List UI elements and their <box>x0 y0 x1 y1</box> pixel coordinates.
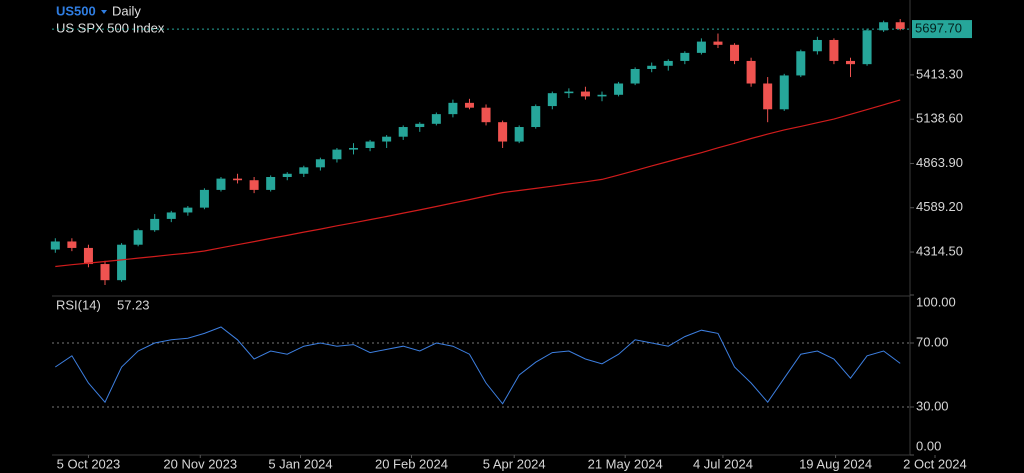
rsi-tick-label: 30.00 <box>916 398 949 413</box>
candle-body <box>680 52 690 61</box>
symbol-dropdown[interactable] <box>101 10 107 14</box>
candle-body <box>713 41 723 45</box>
candle-body <box>415 123 425 128</box>
candle-body <box>50 241 60 250</box>
candle-body <box>514 127 524 142</box>
x-tick-label: 5 Jan 2024 <box>268 456 332 471</box>
candle-body <box>266 177 276 190</box>
candle-body <box>67 241 77 248</box>
y-tick-label: 4589.20 <box>916 199 963 214</box>
candle-body <box>100 264 110 281</box>
rsi-tick-label: 0.00 <box>916 438 941 453</box>
candle-body <box>398 127 408 137</box>
symbol[interactable]: US500 <box>56 3 96 18</box>
candle-body <box>862 30 872 65</box>
y-tick-label: 5138.60 <box>916 111 963 126</box>
candle-body <box>879 22 889 31</box>
x-tick-label: 4 Jul 2024 <box>693 456 753 471</box>
candle-body <box>730 44 740 61</box>
x-tick-label: 21 May 2024 <box>588 456 663 471</box>
instrument-name: US SPX 500 Index <box>56 20 165 35</box>
rsi-name: RSI(14) <box>56 297 101 312</box>
candle-body <box>282 173 292 177</box>
x-tick-label: 5 Apr 2024 <box>483 456 546 471</box>
x-tick-label: 19 Aug 2024 <box>799 456 872 471</box>
candle-body <box>763 83 773 110</box>
candle-body <box>249 180 259 190</box>
candle-body <box>349 147 359 150</box>
candle-body <box>332 149 342 160</box>
y-tick-label: 4314.50 <box>916 243 963 258</box>
candle-body <box>647 65 657 69</box>
x-tick-label: 20 Feb 2024 <box>375 456 448 471</box>
candle-body <box>547 93 557 107</box>
y-tick-label: 4863.90 <box>916 155 963 170</box>
x-tick-label: 2 Oct 2024 <box>903 456 967 471</box>
candle-body <box>133 230 143 245</box>
y-tick-label: 5413.30 <box>916 66 963 81</box>
candle-body <box>498 122 508 142</box>
candle-body <box>233 178 243 181</box>
candle-body <box>895 22 905 30</box>
rsi-tick-label: 70.00 <box>916 334 949 349</box>
candle-body <box>199 189 209 208</box>
candle-body <box>83 247 93 265</box>
candle-body <box>464 102 474 108</box>
candle-body <box>183 207 193 213</box>
candle-body <box>812 39 822 52</box>
candle-body <box>166 212 176 219</box>
candle-body <box>663 60 673 66</box>
candle-body <box>117 244 127 281</box>
candle-body <box>846 60 856 65</box>
candle-body <box>531 106 541 128</box>
candle-body <box>448 102 458 115</box>
rsi-line <box>55 326 901 405</box>
candle-body <box>382 136 392 142</box>
candle-body <box>216 178 226 190</box>
candle-body <box>796 51 806 76</box>
candle-body <box>597 94 607 97</box>
candle-body <box>315 159 325 168</box>
candle-body <box>630 68 640 84</box>
rsi-tick-label: 100.00 <box>916 294 956 309</box>
candle-body <box>150 218 160 231</box>
interval: Daily <box>112 3 141 18</box>
rsi-last-value: 57.23 <box>117 297 150 312</box>
candle-body <box>365 141 375 148</box>
candle-body <box>580 91 590 97</box>
candle-body <box>829 39 839 61</box>
price-tag-label: 5697.70 <box>915 21 962 36</box>
x-tick-label: 20 Nov 2023 <box>163 456 237 471</box>
candle-body <box>746 60 756 84</box>
candle-body <box>481 107 491 123</box>
candle-body <box>779 75 789 110</box>
candle-body <box>564 91 574 94</box>
moving-average <box>55 99 901 268</box>
candle-body <box>299 167 309 174</box>
price-tag <box>912 20 972 39</box>
candle-body <box>431 114 441 124</box>
candle-body <box>614 83 624 95</box>
x-tick-label: 5 Oct 2023 <box>57 456 121 471</box>
candle-body <box>696 41 706 53</box>
